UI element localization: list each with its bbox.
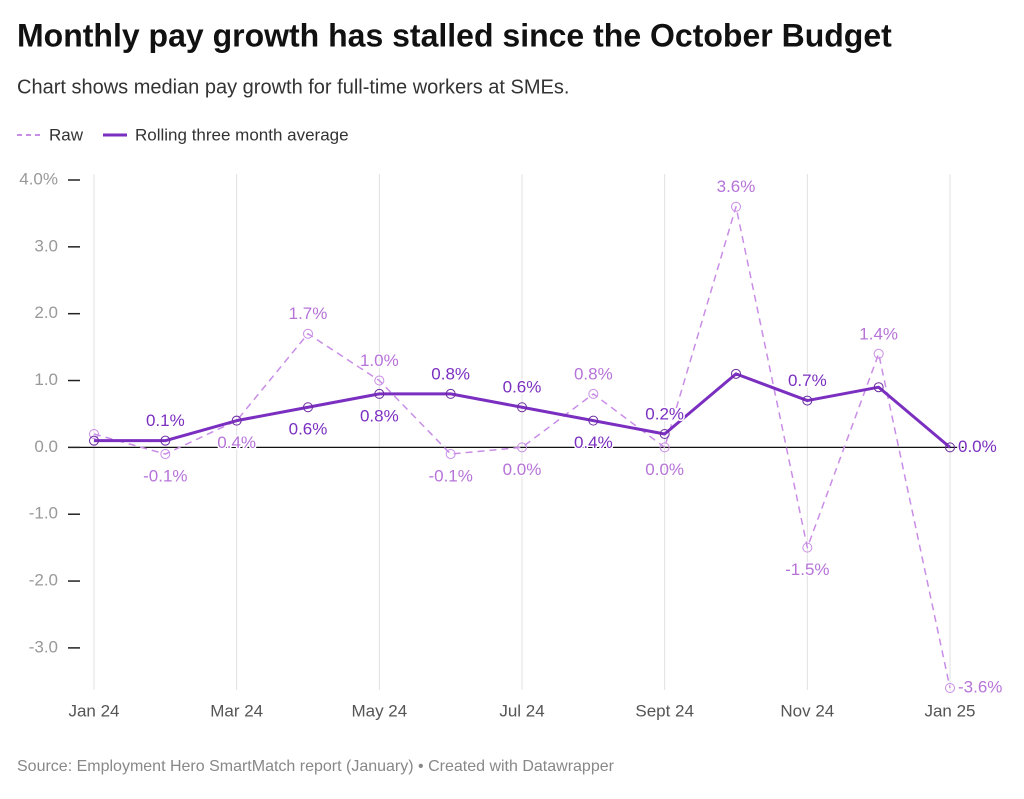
value-label: 3.6% xyxy=(717,177,756,196)
value-label: 0.2% xyxy=(645,404,684,423)
y-tick-label: 1.0 xyxy=(34,370,58,389)
point xyxy=(303,402,313,413)
point xyxy=(89,435,99,446)
legend-label: Rolling three month average xyxy=(135,125,349,144)
value-label: 1.0% xyxy=(360,351,399,370)
value-label: 0.6% xyxy=(503,378,542,397)
point xyxy=(731,368,741,379)
value-label: 0.4% xyxy=(574,433,613,452)
point xyxy=(445,388,456,399)
point xyxy=(731,201,741,212)
point xyxy=(374,375,385,386)
y-tick-label: 3.0 xyxy=(34,236,58,255)
value-label: -0.1% xyxy=(428,467,472,486)
y-tick-label: 0.0 xyxy=(34,437,58,456)
value-label: 0.0% xyxy=(958,437,997,456)
point xyxy=(945,683,955,693)
value-label: -1.5% xyxy=(785,560,829,579)
chart-title: Monthly pay growth has stalled since the… xyxy=(17,17,892,53)
y-tick-label: -2.0 xyxy=(29,571,58,590)
legend-label: Raw xyxy=(49,125,84,144)
point xyxy=(945,442,955,453)
value-label: 0.4% xyxy=(217,433,256,452)
value-label: 0.8% xyxy=(431,364,470,383)
point xyxy=(231,415,242,426)
point xyxy=(160,449,171,460)
point xyxy=(802,395,813,406)
x-tick-label: May 24 xyxy=(351,701,407,720)
point xyxy=(659,442,670,453)
value-label: 0.0% xyxy=(645,460,684,479)
x-tick-label: Sept 24 xyxy=(635,701,694,720)
y-tick-label: 2.0 xyxy=(34,303,58,322)
y-tick-label: -3.0 xyxy=(29,637,58,656)
point xyxy=(659,429,670,439)
x-tick-label: Jan 24 xyxy=(68,701,119,720)
point xyxy=(588,388,599,399)
x-tick-label: Nov 24 xyxy=(780,701,834,720)
point xyxy=(89,429,99,439)
point xyxy=(517,442,527,453)
x-tick-label: Jul 24 xyxy=(499,701,544,720)
point xyxy=(160,435,171,446)
point xyxy=(873,348,884,359)
source: Source: Employment Hero SmartMatch repor… xyxy=(17,758,615,775)
chart-subtitle: Chart shows median pay growth for full-t… xyxy=(17,76,569,98)
series-line xyxy=(93,205,951,689)
point xyxy=(445,449,456,460)
x-tick-label: Jan 25 xyxy=(924,701,975,720)
point xyxy=(303,328,313,339)
series-line xyxy=(94,372,951,449)
point xyxy=(873,382,884,393)
value-label: -3.6% xyxy=(958,677,1002,696)
x-tick-label: Mar 24 xyxy=(210,701,263,720)
value-label: 0.0% xyxy=(503,460,542,479)
value-label: 1.4% xyxy=(859,324,898,343)
point xyxy=(588,415,599,426)
point xyxy=(517,402,527,413)
point xyxy=(802,542,813,553)
value-label: 0.1% xyxy=(146,411,185,430)
point xyxy=(374,388,385,399)
y-tick-label: 4.0% xyxy=(19,169,58,188)
value-label: 0.7% xyxy=(788,371,827,390)
value-label: 1.7% xyxy=(289,304,328,323)
value-label: 0.8% xyxy=(360,406,399,425)
value-label: 0.8% xyxy=(574,364,613,383)
value-label: -0.1% xyxy=(143,467,187,486)
y-tick-label: -1.0 xyxy=(29,504,58,523)
value-label: 0.6% xyxy=(289,420,328,439)
